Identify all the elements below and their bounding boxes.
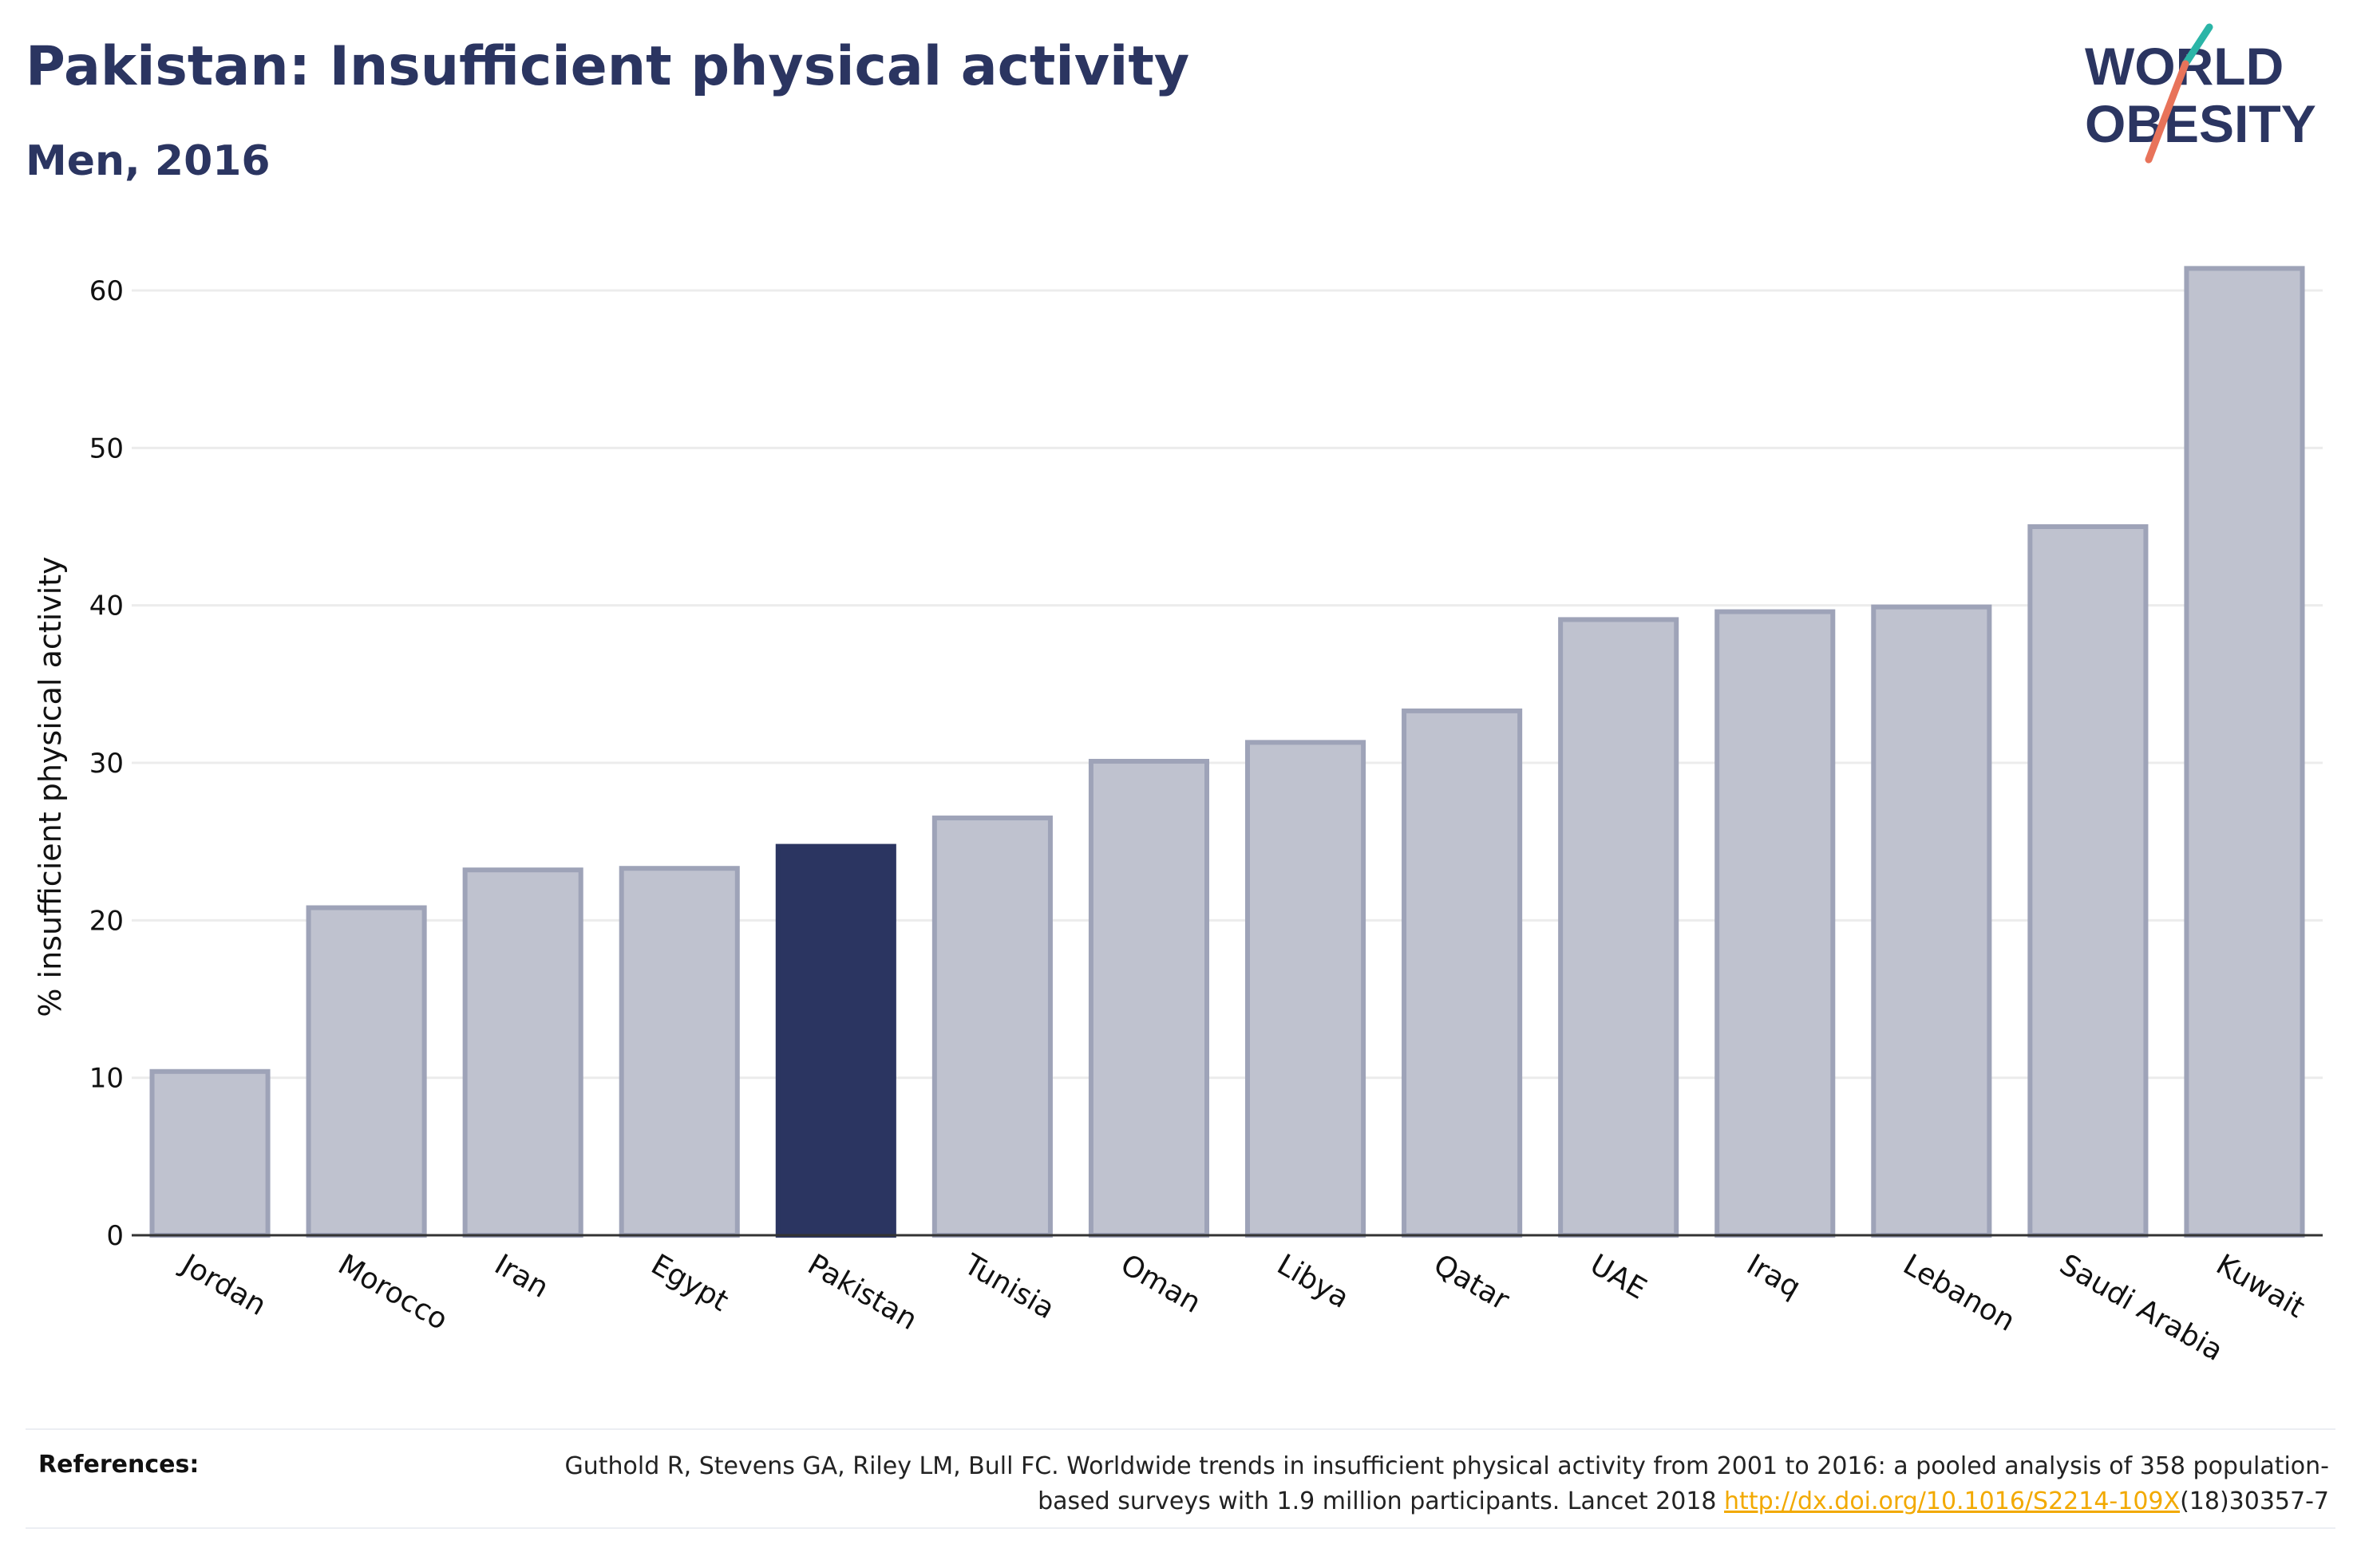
references-top-divider (26, 1428, 2335, 1430)
y-tick-label: 10 (89, 1063, 124, 1095)
bar-qatar (1402, 708, 1523, 1238)
bar-libya (1244, 740, 1366, 1238)
bar-iraq (1714, 609, 1836, 1238)
bar-tunisia (931, 816, 1053, 1238)
x-tick-label: Iran (489, 1248, 554, 1305)
references-label: References: (38, 1451, 200, 1479)
bar-kuwait (2184, 266, 2305, 1238)
x-axis-labels: Jordan Morocco Iran Egypt Pakistan Tunisia Oma… (175, 1247, 2310, 1368)
bar-jordan (149, 1068, 271, 1238)
x-tick-label: Morocco (333, 1248, 453, 1337)
reference-citation-suffix: (18)30357-7 (2180, 1487, 2329, 1515)
references-text: Guthold R, Stevens GA, Riley LM, Bull FC… (493, 1449, 2329, 1519)
bar-uae (1558, 617, 1679, 1238)
x-tick-label: Iraq (1741, 1248, 1805, 1305)
bar-morocco (306, 905, 427, 1238)
x-tick-label: Oman (1115, 1248, 1206, 1320)
reference-doi-link[interactable]: http://dx.doi.org/10.1016/S2214-109X (1724, 1487, 2181, 1515)
bar-oman (1088, 759, 1210, 1238)
bar-pakistan (775, 843, 896, 1238)
logo-word-obesity: OBESITY (2085, 94, 2316, 153)
y-axis-label: % insufficient physical activity (33, 556, 68, 1017)
bar-egypt (619, 866, 740, 1238)
world-obesity-logo: WORLD OBESITY (2085, 23, 2316, 164)
x-tick-label: Lebanon (1897, 1248, 2020, 1338)
references-bottom-divider (26, 1527, 2335, 1529)
y-tick-label: 60 (89, 275, 124, 307)
logo-slash-teal (2181, 23, 2213, 68)
reference-citation: Guthold R, Stevens GA, Riley LM, Bull FC… (564, 1452, 2329, 1515)
chart-subtitle: Men, 2016 (26, 137, 271, 185)
y-tick-label: 20 (89, 905, 124, 937)
y-tick-label: 40 (89, 590, 124, 622)
bar-chart: 0 10 20 30 40 50 60 Jordan Morocco Iran Egypt Paki… (33, 266, 2323, 1368)
x-tick-label: Tunisia (958, 1248, 1060, 1325)
bar-saudi-arabia (2027, 524, 2149, 1238)
grid-lines (132, 289, 2323, 1080)
logo-slash-coral (2145, 60, 2189, 164)
bar-lebanon (1871, 604, 1992, 1238)
x-tick-label: Jordan (175, 1247, 271, 1322)
y-axis-ticks: 0 10 20 30 40 50 60 (89, 275, 124, 1252)
x-tick-label: Qatar (1428, 1248, 1514, 1317)
y-tick-label: 0 (106, 1220, 124, 1252)
chart-title: Pakistan: Insufficient physical activity (26, 35, 1190, 98)
y-tick-label: 30 (89, 748, 124, 780)
x-tick-label: Pakistan (802, 1248, 923, 1337)
y-tick-label: 50 (89, 432, 124, 464)
bars (149, 266, 2305, 1238)
x-tick-label: Egypt (646, 1248, 734, 1317)
bar-iran (462, 867, 583, 1238)
x-tick-label: UAE (1584, 1248, 1651, 1305)
x-tick-label: Saudi Arabia (2054, 1248, 2228, 1368)
x-tick-label: Libya (1271, 1248, 1355, 1315)
x-tick-label: Kuwait (2210, 1248, 2310, 1325)
